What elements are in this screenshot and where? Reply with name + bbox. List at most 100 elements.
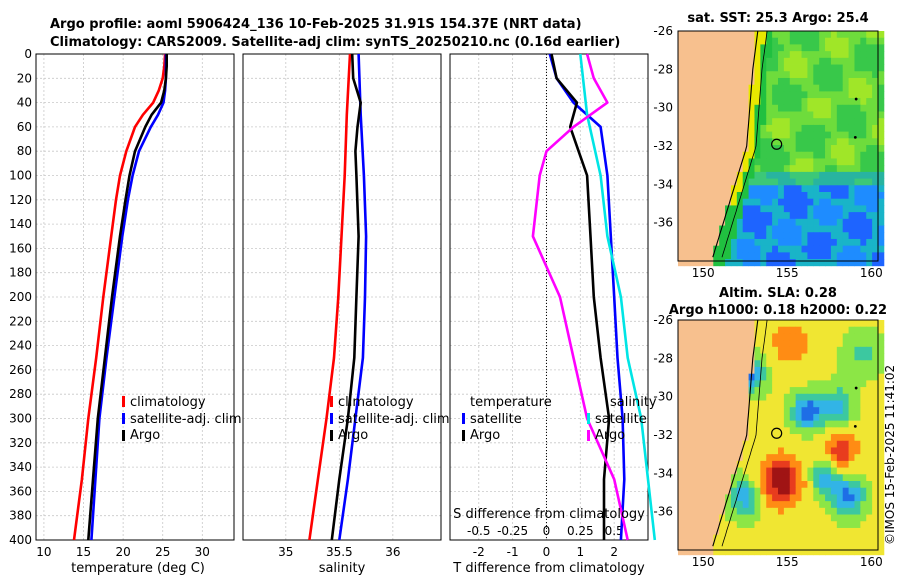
land-cell — [695, 340, 702, 348]
ocean-cell — [795, 548, 802, 556]
land-cell — [730, 77, 738, 86]
ocean-cell — [866, 205, 873, 213]
land-cell — [707, 320, 714, 328]
ocean-cell — [842, 373, 849, 381]
ocean-cell — [842, 346, 849, 354]
ocean-cell — [860, 380, 867, 388]
land-cell — [730, 333, 738, 341]
ocean-cell — [719, 534, 726, 542]
land-cell — [713, 434, 720, 442]
ocean-cell — [795, 104, 802, 112]
ocean-cell — [842, 158, 849, 166]
land-cell — [683, 245, 691, 253]
ocean-cell — [783, 447, 791, 455]
land-cell — [689, 454, 697, 462]
map-lon-tick: 150 — [692, 266, 715, 280]
ocean-cell — [819, 131, 826, 139]
ocean-cell — [842, 527, 849, 536]
ocean-cell — [742, 238, 749, 247]
ocean-cell — [778, 104, 785, 112]
ocean-cell — [778, 467, 785, 475]
land-cell — [689, 64, 697, 72]
salinity-legend: climatology satellite-adj. clim Argo — [338, 395, 450, 443]
land-cell — [683, 259, 691, 267]
ocean-cell — [842, 212, 849, 220]
ocean-cell — [848, 407, 855, 415]
ocean-cell — [825, 460, 832, 468]
ocean-cell — [772, 487, 779, 495]
ocean-cell — [830, 487, 838, 495]
ocean-cell — [854, 454, 861, 462]
series-line-argo — [330, 53, 363, 541]
ocean-cell — [789, 474, 797, 482]
ocean-cell — [836, 145, 844, 153]
ocean-cell — [854, 198, 861, 206]
ocean-cell — [830, 427, 838, 435]
ocean-cell — [836, 534, 844, 542]
land-cell — [678, 212, 685, 220]
s-tick-label: 0.25 — [567, 524, 594, 538]
ocean-cell — [801, 118, 808, 126]
ocean-cell — [795, 420, 802, 428]
ocean-cell — [795, 541, 802, 549]
ocean-cell — [836, 138, 844, 146]
land-cell — [701, 447, 708, 455]
ocean-cell — [872, 238, 879, 247]
ocean-cell — [766, 225, 773, 233]
ocean-cell — [866, 232, 873, 240]
land-cell — [719, 31, 726, 39]
ocean-cell — [825, 521, 832, 529]
legend-climatology-label: climatology — [130, 395, 206, 410]
ocean-cell — [754, 138, 761, 146]
ocean-cell — [778, 353, 785, 361]
ocean-cell — [772, 447, 779, 455]
land-cell — [730, 57, 738, 65]
ocean-cell — [830, 467, 838, 475]
land-cell — [719, 138, 726, 146]
ocean-cell — [819, 225, 826, 233]
ocean-cell — [795, 131, 802, 139]
ocean-cell — [825, 31, 832, 39]
ocean-cell — [848, 501, 855, 509]
ocean-cell — [754, 165, 761, 173]
ocean-cell — [825, 507, 832, 515]
ocean-cell — [730, 232, 738, 240]
ocean-cell — [848, 400, 855, 408]
ocean-cell — [783, 393, 791, 401]
ocean-cell — [825, 178, 832, 186]
land-cell — [707, 534, 714, 542]
ocean-cell — [860, 427, 867, 435]
land-cell — [707, 232, 714, 240]
ocean-cell — [813, 340, 820, 348]
ocean-cell — [819, 440, 826, 448]
ocean-cell — [760, 541, 767, 549]
ocean-cell — [789, 481, 797, 489]
land-cell — [725, 171, 732, 179]
ocean-cell — [789, 454, 797, 462]
ocean-cell — [866, 57, 873, 65]
ocean-cell — [789, 158, 797, 166]
ocean-cell — [801, 151, 808, 159]
ocean-cell — [748, 232, 755, 240]
ocean-cell — [836, 104, 844, 112]
ocean-cell — [878, 514, 885, 522]
land-cell — [695, 521, 702, 529]
land-cell — [725, 460, 732, 468]
land-cell — [713, 360, 720, 368]
ocean-cell — [760, 192, 767, 200]
ocean-cell — [760, 326, 767, 334]
land-cell — [683, 467, 691, 475]
land-cell — [707, 245, 714, 253]
ocean-cell — [878, 131, 885, 139]
ocean-cell — [878, 111, 885, 119]
ocean-cell — [778, 527, 785, 536]
ocean-cell — [754, 427, 761, 435]
land-cell — [683, 205, 691, 213]
ocean-cell — [872, 333, 879, 341]
ocean-cell — [807, 353, 814, 361]
ocean-cell — [825, 487, 832, 495]
land-cell — [713, 98, 720, 106]
ocean-cell — [754, 340, 761, 348]
ocean-cell — [854, 98, 861, 106]
ocean-cell — [813, 84, 820, 92]
